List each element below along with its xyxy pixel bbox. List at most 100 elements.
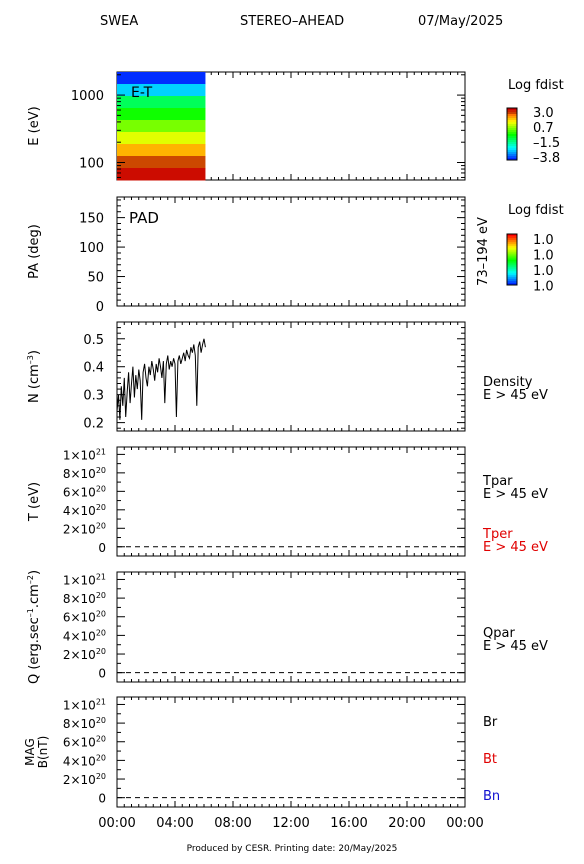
panel-frame-heatflux (116, 571, 466, 683)
colorbar-step (507, 154, 517, 157)
colorbar-step (507, 234, 517, 237)
x-tick-label: 00:00 (446, 816, 483, 831)
colorbar-step (507, 120, 517, 123)
mag-legend-label: Bn (483, 789, 500, 804)
heatmap-band (117, 144, 206, 157)
colorbar-step (507, 110, 517, 113)
heatflux-legend-label: Qpar (483, 626, 515, 641)
heatflux-y-tick-label: 2×1020 (63, 647, 106, 662)
pad-y-tick-label: 100 (79, 241, 104, 256)
mag-legend-label: Bt (483, 752, 497, 767)
density-legend-label: E > 45 eV (483, 388, 548, 403)
pad-y-tick-label: 150 (79, 212, 104, 227)
heatflux-y-tick-label: 6×1020 (63, 610, 106, 625)
colorbar-step (507, 158, 517, 161)
colorbar-step (507, 277, 517, 280)
colorbar-step (507, 241, 517, 245)
panel-frame-mag (116, 696, 466, 808)
heatflux-y-tick-label: 8×1020 (63, 591, 106, 606)
temperature-y-tick-label: 8×1020 (63, 466, 106, 481)
footer-credit: Produced by CESR. Printing date: 20/May/… (186, 844, 398, 854)
colorbar-step (507, 114, 517, 117)
x-tick-label: 16:00 (330, 816, 367, 831)
colorbar-step (507, 152, 517, 155)
pad-energy-range-label: 73–194 eV (476, 217, 491, 286)
colorbar-step (507, 245, 517, 249)
colorbar-step (507, 144, 517, 147)
pad-colorbar-label: 1.0 (533, 233, 554, 248)
colorbar-step (507, 235, 517, 239)
x-tick-label: 04:00 (156, 816, 193, 831)
colorbar-step (507, 269, 517, 272)
x-tick-label: 00:00 (98, 816, 135, 831)
colorbar-step (507, 279, 517, 282)
mag-y-tick-label: 1×1021 (63, 697, 106, 712)
colorbar-step (507, 259, 517, 262)
pad-panel-label: PAD (129, 209, 159, 227)
colorbar-step (507, 253, 517, 257)
mag-y-tick-label: 4×1020 (63, 753, 106, 768)
colorbar-step (507, 134, 517, 137)
colorbar-step (507, 108, 517, 111)
colorbar-step (507, 150, 517, 153)
heatmap-band (117, 156, 206, 169)
heatmap-band (117, 72, 206, 85)
colorbar-step (507, 122, 517, 125)
et-colorbar-title: Log fdist (508, 78, 564, 93)
heatmap-band (117, 168, 206, 181)
header-spacecraft: STEREO–AHEAD (240, 14, 345, 29)
colorbar-step (507, 257, 517, 260)
temperature-y-tick-label: 0 (98, 541, 106, 555)
x-tick-label: 20:00 (388, 816, 425, 831)
colorbar-step (507, 275, 517, 278)
et-colorbar-label: –3.8 (533, 151, 560, 166)
pad-y-tick-label: 0 (96, 300, 104, 315)
pad-y-axis-title: PA (deg) (27, 224, 42, 279)
mag-y-tick-label: 0 (98, 792, 106, 806)
temperature-y-tick-label: 6×1020 (63, 484, 106, 499)
colorbar-step (507, 118, 517, 121)
colorbar-step (507, 126, 517, 129)
heatmap-band (117, 84, 206, 97)
et-y-tick-label: 100 (79, 156, 104, 171)
temperature-legend-label: Tpar (482, 474, 513, 489)
mag-y-axis-title-top: MAG (23, 738, 37, 766)
mag-y-tick-label: 2×1020 (63, 772, 106, 787)
colorbar-step (507, 132, 517, 135)
heatflux-y-tick-label: 0 (98, 667, 106, 681)
colorbar-step (507, 261, 517, 264)
x-tick-label: 12:00 (272, 816, 309, 831)
density-y-tick-label: 0.4 (83, 361, 104, 376)
pad-colorbar-label: 1.0 (533, 280, 554, 295)
colorbar-step (507, 247, 517, 251)
temperature-y-tick-label: 2×1020 (63, 521, 106, 536)
colorbar-step (507, 267, 517, 270)
colorbar-step (507, 251, 517, 255)
et-panel-label: E-T (131, 85, 153, 101)
density-y-tick-label: 0.2 (83, 417, 104, 432)
colorbar-step (507, 243, 517, 247)
colorbar-step (507, 249, 517, 253)
temperature-y-axis-title: T (eV) (27, 482, 42, 522)
colorbar-step (507, 281, 517, 284)
heatflux-y-tick-label: 1×1021 (63, 572, 106, 587)
panel-frame-pad (116, 196, 466, 307)
header-date: 07/May/2025 (418, 14, 504, 29)
colorbar-step (507, 265, 517, 268)
et-y-tick-label: 1000 (71, 89, 104, 104)
density-y-axis-title: N (cm–3) (26, 350, 42, 403)
temperature-legend-label: Tper (482, 527, 513, 542)
pad-y-tick-label: 50 (87, 271, 104, 286)
pad-colorbar-frame (506, 233, 518, 286)
temperature-y-tick-label: 4×1020 (63, 503, 106, 518)
et-colorbar-label: 3.0 (533, 106, 554, 121)
heatmap-band (117, 132, 206, 145)
density-y-tick-label: 0.5 (83, 333, 104, 348)
colorbar-step (507, 116, 517, 119)
et-colorbar-frame (506, 107, 518, 161)
density-series-line (116, 338, 206, 420)
heatmap-band (117, 120, 206, 133)
heatflux-y-tick-label: 4×1020 (63, 628, 106, 643)
density-y-tick-label: 0.3 (83, 389, 104, 404)
heatmap-band (117, 96, 206, 109)
